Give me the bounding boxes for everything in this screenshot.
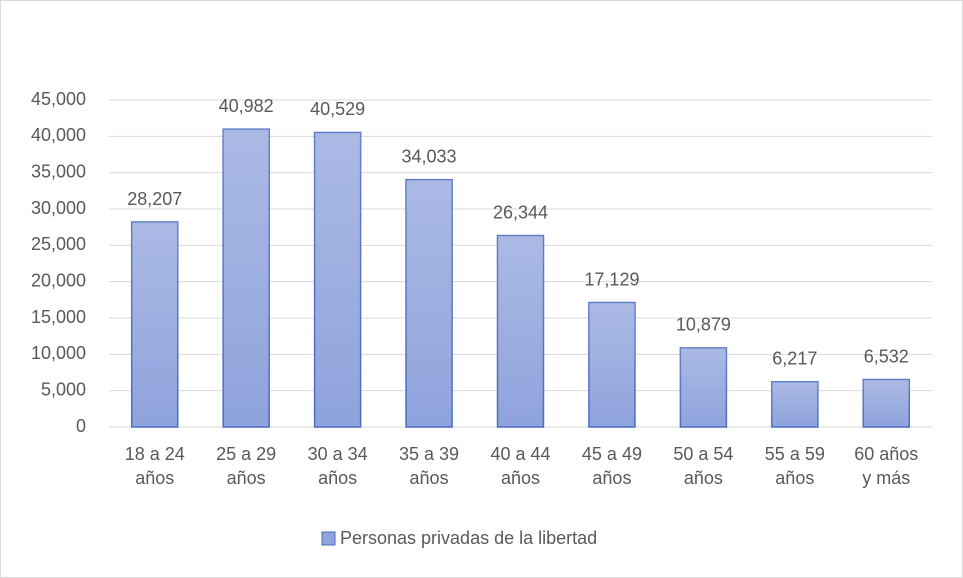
bar-shade <box>680 347 727 427</box>
x-tick-label-line: años <box>410 468 449 488</box>
x-tick-label-line: años <box>135 468 174 488</box>
x-tick-label-line: 25 a 29 <box>216 444 276 464</box>
y-tick-label: 5,000 <box>41 379 86 399</box>
bar-shade <box>863 379 910 427</box>
x-tick-label: 50 a 54 años <box>673 444 733 488</box>
y-tick-label: 40,000 <box>31 125 86 145</box>
bar-shade <box>223 129 270 428</box>
value-label: 40,982 <box>219 96 274 116</box>
x-tick-label-line: 55 a 59 <box>765 444 825 464</box>
y-tick-label: 15,000 <box>31 307 86 327</box>
value-label: 17,129 <box>584 269 639 289</box>
x-tick-label: 18 a 24 años <box>125 444 185 488</box>
y-tick-label: 30,000 <box>31 198 86 218</box>
x-tick-label-line: 45 a 49 <box>582 444 642 464</box>
x-tick-label: 35 a 39 años <box>399 444 459 488</box>
legend-label: Personas privadas de la libertad <box>340 528 597 548</box>
x-tick-label-line: años <box>592 468 631 488</box>
x-tick-label: 45 a 49 años <box>582 444 642 488</box>
x-tick-label: 25 a 29 años <box>216 444 276 488</box>
value-label: 40,529 <box>310 99 365 119</box>
y-tick-label: 35,000 <box>31 161 86 181</box>
x-tick-label-line: años <box>501 468 540 488</box>
bar-shade <box>588 302 635 427</box>
bar-shade <box>771 381 818 427</box>
y-tick-label: 25,000 <box>31 234 86 254</box>
y-tick-label: 10,000 <box>31 343 86 363</box>
value-label: 6,532 <box>864 346 909 366</box>
value-label: 28,207 <box>127 189 182 209</box>
value-label: 34,033 <box>402 146 457 166</box>
x-tick-label-line: años <box>227 468 266 488</box>
x-tick-label-line: 50 a 54 <box>673 444 733 464</box>
x-tick-label-line: y más <box>862 468 910 488</box>
value-label: 26,344 <box>493 202 548 222</box>
x-tick-label: 60 años y más <box>854 444 918 488</box>
y-tick-label: 45,000 <box>31 89 86 109</box>
bar-shade <box>497 235 544 427</box>
value-label: 10,879 <box>676 315 731 335</box>
bar-shade <box>406 179 453 427</box>
x-tick-label-line: años <box>684 468 723 488</box>
x-tick-label-line: 60 años <box>854 444 918 464</box>
y-tick-label: 0 <box>76 416 86 436</box>
x-tick-label: 30 a 34 años <box>308 444 368 488</box>
x-tick-label: 55 a 59 años <box>765 444 825 488</box>
x-tick-label: 40 a 44 años <box>490 444 550 488</box>
x-tick-label-line: años <box>318 468 357 488</box>
value-label: 6,217 <box>772 349 817 369</box>
x-tick-label-line: años <box>775 468 814 488</box>
bar-shade <box>131 222 178 427</box>
y-tick-label: 20,000 <box>31 270 86 290</box>
x-tick-label-line: 18 a 24 <box>125 444 185 464</box>
x-tick-label-line: 40 a 44 <box>490 444 550 464</box>
legend-swatch <box>321 531 336 546</box>
x-tick-label-line: 30 a 34 <box>308 444 368 464</box>
x-tick-label-line: 35 a 39 <box>399 444 459 464</box>
bar-shade <box>314 132 361 428</box>
